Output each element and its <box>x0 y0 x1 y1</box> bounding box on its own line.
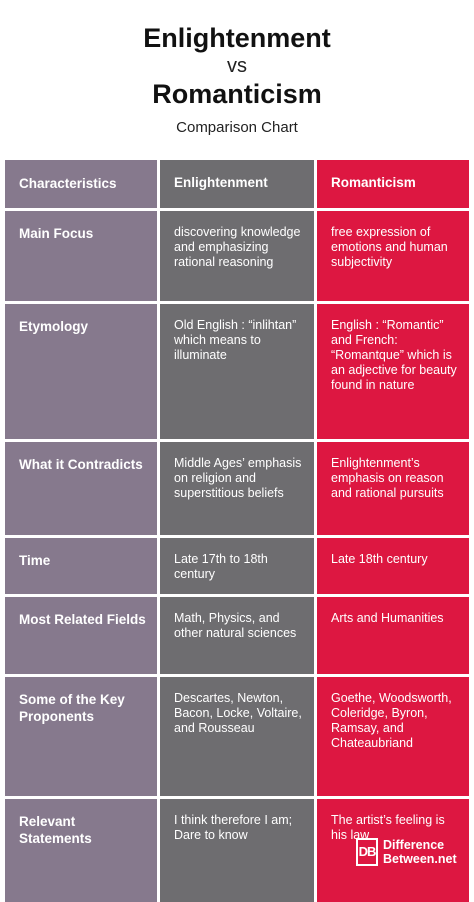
row-label-main-focus: Main Focus <box>5 211 157 301</box>
romanticism-statements: The artist’s feeling is his law <box>317 799 469 902</box>
romanticism-main-focus: free expression of emotions and human su… <box>317 211 469 301</box>
logo-line2: Between.net <box>383 852 457 866</box>
enlightenment-contradicts: Middle Ages’ emphasis on religion and su… <box>160 442 314 535</box>
enlightenment-main-focus: discovering knowledge and emphasizing ra… <box>160 211 314 301</box>
logo-mark: DB <box>356 838 378 866</box>
header-enlightenment: Enlightenment <box>160 160 314 208</box>
enlightenment-statements: I think therefore I am; Dare to know <box>160 799 314 902</box>
logo-line1: Difference <box>383 838 445 852</box>
subtitle: Comparison Chart <box>176 119 298 136</box>
row-label-statements: Relevant Statements <box>5 799 157 902</box>
title-vs: vs <box>227 55 247 77</box>
row-label-proponents: Some of the Key Proponents <box>5 677 157 796</box>
romanticism-proponents: Goethe, Woodsworth, Coleridge, Byron, Ra… <box>317 677 469 796</box>
enlightenment-proponents: Descartes, Newton, Bacon, Locke, Voltair… <box>160 677 314 796</box>
row-label-etymology: Etymology <box>5 304 157 439</box>
romanticism-time: Late 18th century <box>317 538 469 594</box>
title-enlightenment: Enlightenment <box>143 23 331 53</box>
romanticism-contradicts: Enlightenment’s emphasis on reason and r… <box>317 442 469 535</box>
enlightenment-fields: Math, Physics, and other natural science… <box>160 597 314 674</box>
row-label-time: Time <box>5 538 157 594</box>
title-romanticism: Romanticism <box>152 79 322 109</box>
enlightenment-time: Late 17th to 18th century <box>160 538 314 594</box>
row-label-fields: Most Related Fields <box>5 597 157 674</box>
romanticism-etymology: English : “Romantic” and French: “Romant… <box>317 304 469 439</box>
header-characteristics: Characteristics <box>5 160 157 208</box>
enlightenment-etymology: Old English : “inlihtan” which means to … <box>160 304 314 439</box>
romanticism-fields: Arts and Humanities <box>317 597 469 674</box>
comparison-table: Characteristics Enlightenment Romanticis… <box>5 160 469 902</box>
header-romanticism: Romanticism <box>317 160 469 208</box>
difference-between-logo: DB Difference Between.net <box>356 836 464 870</box>
row-label-contradicts: What it Contradicts <box>5 442 157 535</box>
